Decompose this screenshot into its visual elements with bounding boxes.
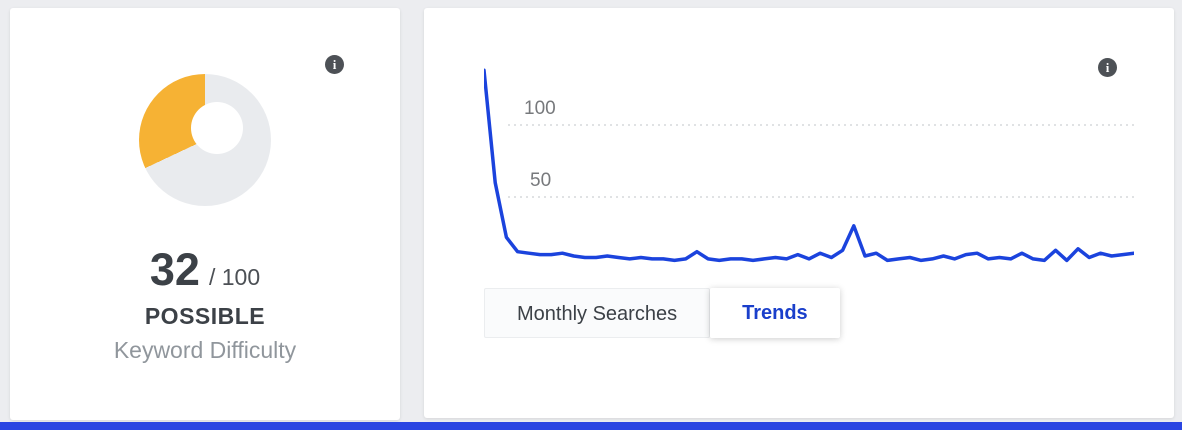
difficulty-gauge-donut [139,74,271,206]
info-icon[interactable]: i [325,55,344,74]
score-sublabel: Keyword Difficulty [113,337,297,363]
info-icon[interactable]: i [1098,58,1117,77]
y-axis-tick-50: 50 [530,170,552,191]
y-axis-tick-100: 100 [524,98,556,119]
chart-tab-bar: Monthly Searches Trends [484,288,840,338]
tab-trends[interactable]: Trends [710,288,840,338]
bottom-accent-bar [0,422,1182,430]
gauge-hole [191,102,243,154]
score-label: POSSIBLE [144,303,266,329]
trends-chart: 100 50 [484,62,1134,290]
tab-monthly-searches[interactable]: Monthly Searches [484,288,711,338]
trends-line [484,68,1134,263]
score-value: 32 [149,244,200,295]
trends-card: i 100 50 Monthly Searches Trends [424,8,1174,418]
score-denominator: / 100 [208,264,261,290]
score-block: 32 / 100 POSSIBLE Keyword Difficulty [10,244,400,364]
trends-chart-svg [484,68,1134,263]
keyword-difficulty-card: i 32 / 100 POSSIBLE Keyword Difficulty [10,8,400,420]
